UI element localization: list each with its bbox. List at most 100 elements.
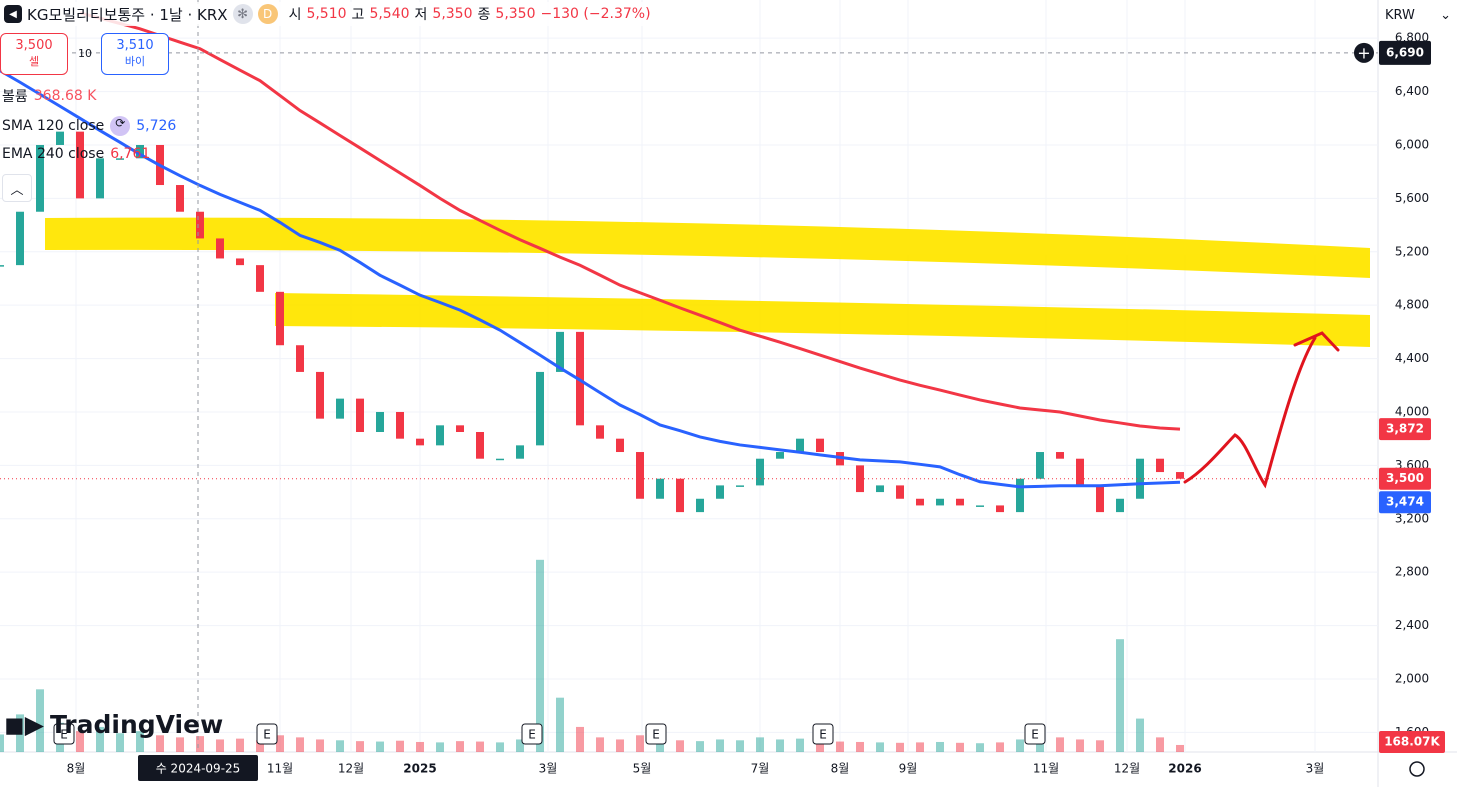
sync-icon[interactable]: ⟳: [110, 116, 131, 136]
currency: KRW: [1385, 7, 1415, 23]
flag-icon[interactable]: ✻: [232, 4, 253, 24]
low: 5,350: [432, 6, 473, 22]
candle: [1096, 485, 1104, 513]
volume-bar: [756, 737, 764, 752]
volume-bar: [1156, 737, 1164, 752]
crosshair-y-box: [1379, 40, 1431, 65]
high: 5,540: [369, 6, 410, 22]
event-marker: [53, 723, 75, 745]
volume-bar: [96, 726, 104, 752]
volume-bar: [636, 735, 644, 752]
candle: [496, 458, 504, 461]
price-pane: [0, 11, 1378, 513]
volume-badge: [1379, 730, 1445, 753]
x-tick-label: 12월: [1114, 762, 1140, 776]
volume-bar: [796, 738, 804, 752]
volume-bar: [956, 742, 964, 752]
currency-select[interactable]: KRW ⌄: [1385, 4, 1451, 26]
candle: [696, 498, 704, 513]
volume-bar: [156, 735, 164, 752]
candle: [1076, 458, 1084, 486]
volume-badge-label: 168.07K: [1384, 734, 1440, 748]
y-tick-label: 2,400: [1395, 618, 1429, 632]
volume-bar: [1176, 744, 1184, 752]
open-label: 시: [288, 7, 302, 23]
crosshair-y-label: 6,690: [1386, 45, 1424, 59]
arrow-drawing: [1183, 331, 1340, 489]
delay-badge: D: [257, 4, 278, 24]
buy-label: 바이: [124, 55, 146, 68]
event-marker: [256, 723, 278, 745]
add-button: [1354, 42, 1374, 63]
volume-bar: [236, 738, 244, 752]
candle: [936, 498, 944, 506]
candle: [676, 478, 684, 513]
collapse-button[interactable]: ︿: [2, 174, 32, 202]
candle: [336, 398, 344, 419]
legend-sma: SMA 120 close ⟳ 5,726: [2, 116, 176, 136]
legend-value: 368.68 K: [33, 88, 97, 104]
open: 5,510: [306, 6, 347, 22]
legend-name: SMA 120 close: [2, 118, 105, 134]
quantity[interactable]: 10: [78, 47, 92, 60]
y-tick-label: 2,000: [1395, 671, 1429, 685]
event-label: E: [60, 728, 68, 742]
indicator-line: [79, 11, 1181, 431]
volume-bar: [516, 739, 524, 752]
volume-bar: [1116, 639, 1124, 752]
volume-bar: [1136, 718, 1144, 752]
volume-bar: [376, 741, 384, 752]
volume-bar: [1056, 737, 1064, 752]
candle: [616, 438, 624, 453]
legend-value: 5,726: [136, 118, 177, 134]
event-marker: [1024, 723, 1046, 745]
y-tick-label: 3,200: [1395, 511, 1429, 525]
symbol[interactable]: KG모빌리티보통주 · 1날 · KRX: [27, 5, 228, 24]
legend-ema: EMA 240 close 6,761: [2, 146, 150, 162]
x-tick-label: 7월: [751, 762, 770, 776]
candle: [1156, 458, 1164, 473]
candle: [876, 485, 884, 493]
x-tick-label: 3월: [1306, 762, 1325, 776]
volume-bar: [196, 736, 204, 752]
candle: [356, 398, 364, 433]
candle: [656, 478, 664, 499]
candle: [536, 371, 544, 446]
sell-button[interactable]: 3,500 셀: [0, 33, 68, 75]
volume-bar: [916, 742, 924, 752]
buy-button[interactable]: 3,510 바이: [101, 33, 169, 75]
low-label: 저: [414, 7, 428, 23]
event-label: E: [819, 728, 827, 742]
volume-bar: [176, 737, 184, 752]
x-tick-label: 2025: [403, 762, 436, 776]
sell-price: 3,500: [15, 38, 53, 53]
x-tick-label: 9월: [899, 762, 918, 776]
x-tick-label: 8월: [67, 762, 86, 776]
candle: [236, 258, 244, 266]
close-label: 종: [477, 7, 491, 23]
volume-bar: [996, 742, 1004, 752]
drawings: [45, 217, 1370, 347]
price-badge: [1379, 467, 1431, 490]
volume-bar: [16, 714, 24, 752]
event-marker: [645, 723, 667, 745]
y-tick-label: 4,400: [1395, 351, 1429, 365]
legend-value: 6,761: [110, 146, 151, 162]
candle: [56, 131, 64, 145]
candle: [196, 211, 204, 239]
volume-bar: [476, 741, 484, 752]
candle: [1116, 498, 1124, 513]
event-label: E: [652, 728, 660, 742]
candle: [916, 498, 924, 506]
price-badge: [1379, 491, 1431, 514]
settings-icon[interactable]: [1409, 761, 1425, 777]
volume-bar: [116, 733, 124, 752]
logo-text: TradingView: [49, 710, 224, 739]
candle: [796, 438, 804, 453]
volume-bar: [816, 741, 824, 752]
event-marker: [521, 723, 543, 745]
x-tick-label: 8월: [831, 762, 850, 776]
candle: [516, 445, 524, 459]
candle: [316, 371, 324, 419]
